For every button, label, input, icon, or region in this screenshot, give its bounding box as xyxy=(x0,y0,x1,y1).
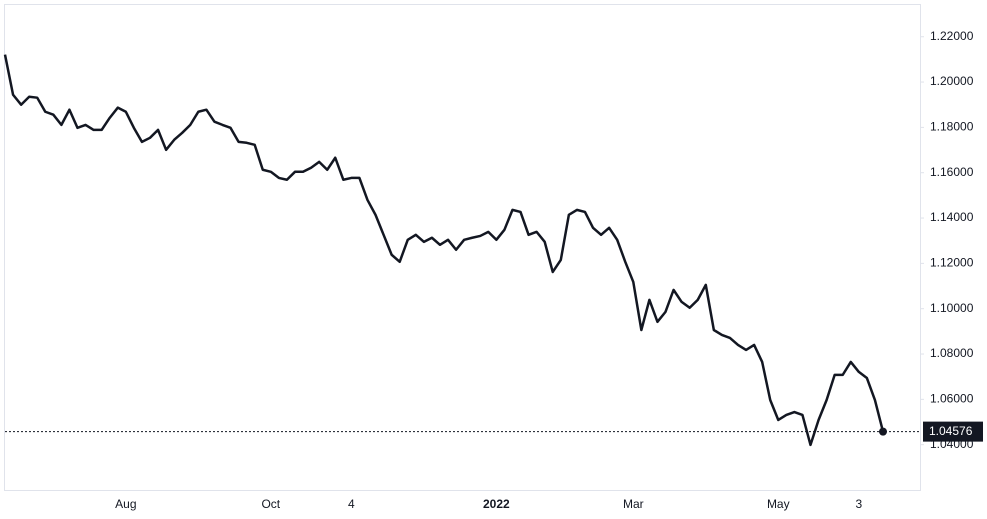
x-tick-label: 2022 xyxy=(483,497,510,511)
price-tag-label: 1.04576 xyxy=(929,424,973,438)
y-tick-label: 1.12000 xyxy=(930,256,974,270)
x-tick-label: May xyxy=(767,497,790,511)
y-tick-label: 1.18000 xyxy=(930,120,974,134)
plot-frame xyxy=(4,4,921,491)
y-tick-label: 1.10000 xyxy=(930,301,974,315)
price-line xyxy=(3,54,885,447)
y-tick-label: 1.20000 xyxy=(930,74,974,88)
y-tick-label: 1.22000 xyxy=(930,29,974,43)
y-tick-label: 1.16000 xyxy=(930,165,974,179)
x-tick-label: Mar xyxy=(623,497,644,511)
x-tick-label: 4 xyxy=(348,497,355,511)
y-tick-label: 1.08000 xyxy=(930,346,974,360)
price-tag xyxy=(923,421,983,442)
x-tick-label: Aug xyxy=(115,497,136,511)
x-tick-label: 3 xyxy=(855,497,862,511)
last-point xyxy=(879,427,887,436)
y-tick-label: 1.06000 xyxy=(930,392,974,406)
x-tick-label: Oct xyxy=(261,497,280,511)
y-tick-label: 1.14000 xyxy=(930,210,974,224)
